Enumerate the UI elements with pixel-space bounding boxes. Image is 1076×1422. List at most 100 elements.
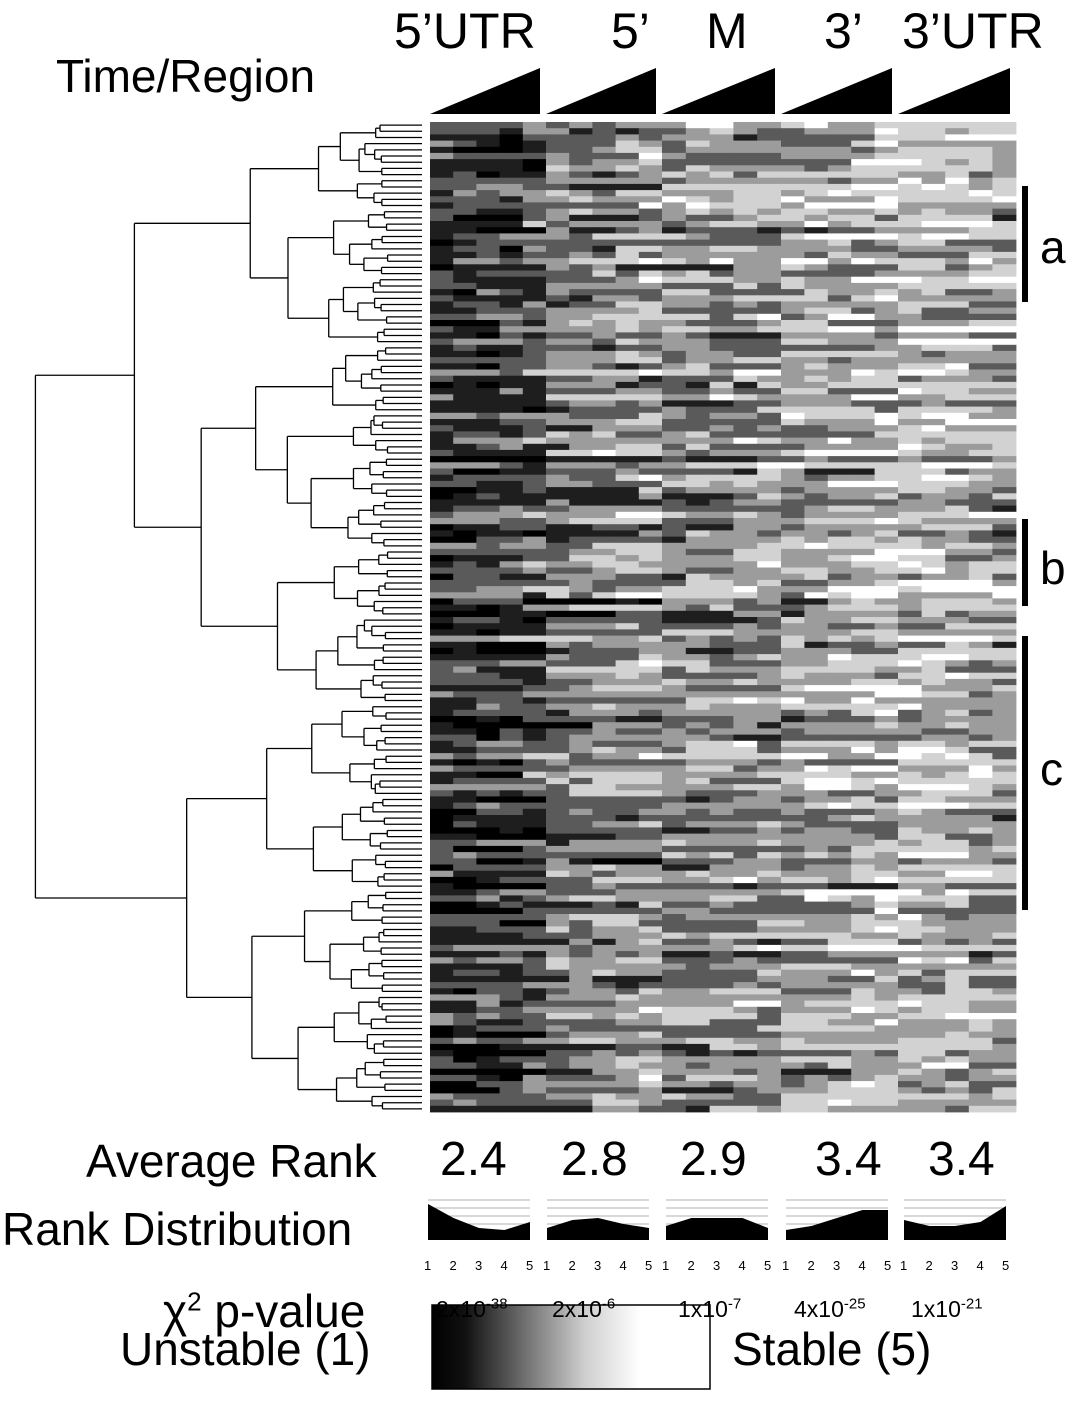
heatmap-cell bbox=[453, 1105, 477, 1113]
heatmap-cell bbox=[638, 505, 663, 513]
heatmap-cell bbox=[921, 586, 946, 593]
heatmap-cell bbox=[968, 233, 993, 240]
heatmap-cell bbox=[546, 307, 570, 315]
heatmap-cell bbox=[662, 171, 687, 179]
legend-unstable-label: Unstable (1) bbox=[120, 1323, 371, 1375]
heatmap-cell bbox=[733, 548, 758, 556]
heatmap-cell bbox=[430, 647, 454, 655]
heatmap-cell bbox=[804, 957, 829, 964]
heatmap-cell bbox=[827, 555, 852, 562]
heatmap-cell bbox=[733, 975, 758, 983]
heatmap-cell bbox=[968, 1081, 993, 1088]
heatmap-cell bbox=[662, 1013, 687, 1020]
heatmap-cell bbox=[499, 1031, 524, 1039]
heatmap-cell bbox=[662, 889, 687, 896]
heatmap-cell bbox=[662, 524, 687, 531]
heatmap-cell bbox=[945, 746, 970, 754]
heatmap-cell bbox=[874, 975, 899, 983]
heatmap-cell bbox=[476, 821, 500, 828]
heatmap-cell bbox=[569, 332, 593, 339]
heatmap-cell bbox=[662, 746, 687, 754]
heatmap-cell bbox=[685, 623, 710, 630]
heatmap-cell bbox=[569, 400, 593, 407]
heatmap-cell bbox=[921, 815, 946, 822]
heatmap-cell bbox=[804, 313, 829, 321]
heatmap-cell bbox=[804, 592, 829, 599]
heatmap-cell bbox=[968, 914, 993, 921]
heatmap-cell bbox=[685, 858, 710, 865]
heatmap-cell bbox=[662, 536, 687, 544]
heatmap-cell bbox=[945, 883, 970, 890]
heatmap-cell bbox=[781, 1105, 805, 1113]
heatmap-cell bbox=[968, 1043, 993, 1051]
heatmap-cell bbox=[781, 499, 805, 506]
heatmap-cell bbox=[968, 790, 993, 797]
heatmap-cell bbox=[638, 1056, 663, 1063]
heatmap-cell bbox=[546, 1043, 570, 1051]
heatmap-cell bbox=[827, 1000, 852, 1008]
heatmap-cell bbox=[499, 474, 524, 482]
heatmap-cell bbox=[874, 629, 899, 636]
heatmap-cell bbox=[757, 437, 782, 445]
heatmap-cell bbox=[662, 1019, 687, 1026]
heatmap-cell bbox=[453, 264, 477, 271]
heatmap-cell bbox=[569, 375, 593, 383]
heatmap-cell bbox=[992, 678, 1017, 686]
heatmap-cell bbox=[522, 350, 547, 358]
heatmap-cell bbox=[453, 134, 477, 141]
heatmap-cell bbox=[662, 165, 687, 172]
heatmap-cell bbox=[638, 122, 663, 129]
heatmap-cell bbox=[733, 777, 758, 785]
heatmap-cell bbox=[804, 598, 829, 605]
heatmap-cell bbox=[992, 406, 1017, 414]
heatmap-cell bbox=[662, 140, 687, 148]
heatmap-cell bbox=[499, 833, 524, 841]
heatmap-cell bbox=[968, 709, 993, 717]
heatmap-cell bbox=[522, 567, 547, 575]
heatmap-cell bbox=[638, 1013, 663, 1020]
heatmap-cell bbox=[874, 660, 899, 667]
heatmap-cell bbox=[945, 740, 970, 748]
heatmap-cell bbox=[898, 431, 922, 438]
heatmap-cell bbox=[662, 604, 687, 612]
heatmap-cell bbox=[476, 703, 500, 711]
heatmap-cell bbox=[851, 480, 875, 488]
heatmap-cell bbox=[522, 641, 547, 649]
heatmap-cell bbox=[569, 610, 593, 618]
rank-distribution-label: Rank Distribution bbox=[2, 1203, 353, 1255]
heatmap-cell bbox=[662, 406, 687, 414]
heatmap-cell bbox=[898, 1099, 922, 1107]
heatmap-cell bbox=[804, 1056, 829, 1063]
heatmap-cell bbox=[874, 567, 899, 575]
heatmap-cell bbox=[827, 784, 852, 791]
heatmap-cell bbox=[709, 654, 734, 661]
heatmap-cell bbox=[430, 1019, 454, 1026]
heatmap-cell bbox=[921, 202, 946, 209]
heatmap-cell bbox=[827, 122, 852, 129]
heatmap-cell bbox=[733, 561, 758, 568]
heatmap-cell bbox=[522, 462, 547, 469]
heatmap-cell bbox=[992, 1050, 1017, 1057]
heatmap-cell bbox=[569, 313, 593, 321]
heatmap-cell bbox=[781, 431, 805, 438]
heatmap-cell bbox=[757, 716, 782, 723]
heatmap-cell bbox=[546, 957, 570, 964]
heatmap-cell bbox=[615, 895, 640, 902]
heatmap-cell bbox=[827, 586, 852, 593]
heatmap-cell bbox=[522, 586, 547, 593]
heatmap-cell bbox=[898, 845, 922, 853]
heatmap-cell bbox=[781, 301, 805, 308]
heatmap-cell bbox=[992, 307, 1017, 315]
heatmap-cell bbox=[615, 709, 640, 717]
heatmap-cell bbox=[430, 864, 454, 872]
heatmap-cell bbox=[781, 691, 805, 698]
heatmap-cell bbox=[921, 381, 946, 389]
heatmap-cell bbox=[874, 1050, 899, 1057]
heatmap-cell bbox=[945, 363, 970, 370]
heatmap-cell bbox=[781, 258, 805, 265]
heatmap-cell bbox=[968, 363, 993, 370]
heatmap-cell bbox=[992, 146, 1017, 154]
heatmap-cell bbox=[476, 920, 500, 927]
heatmap-cell bbox=[898, 1043, 922, 1051]
heatmap-cell bbox=[781, 233, 805, 240]
